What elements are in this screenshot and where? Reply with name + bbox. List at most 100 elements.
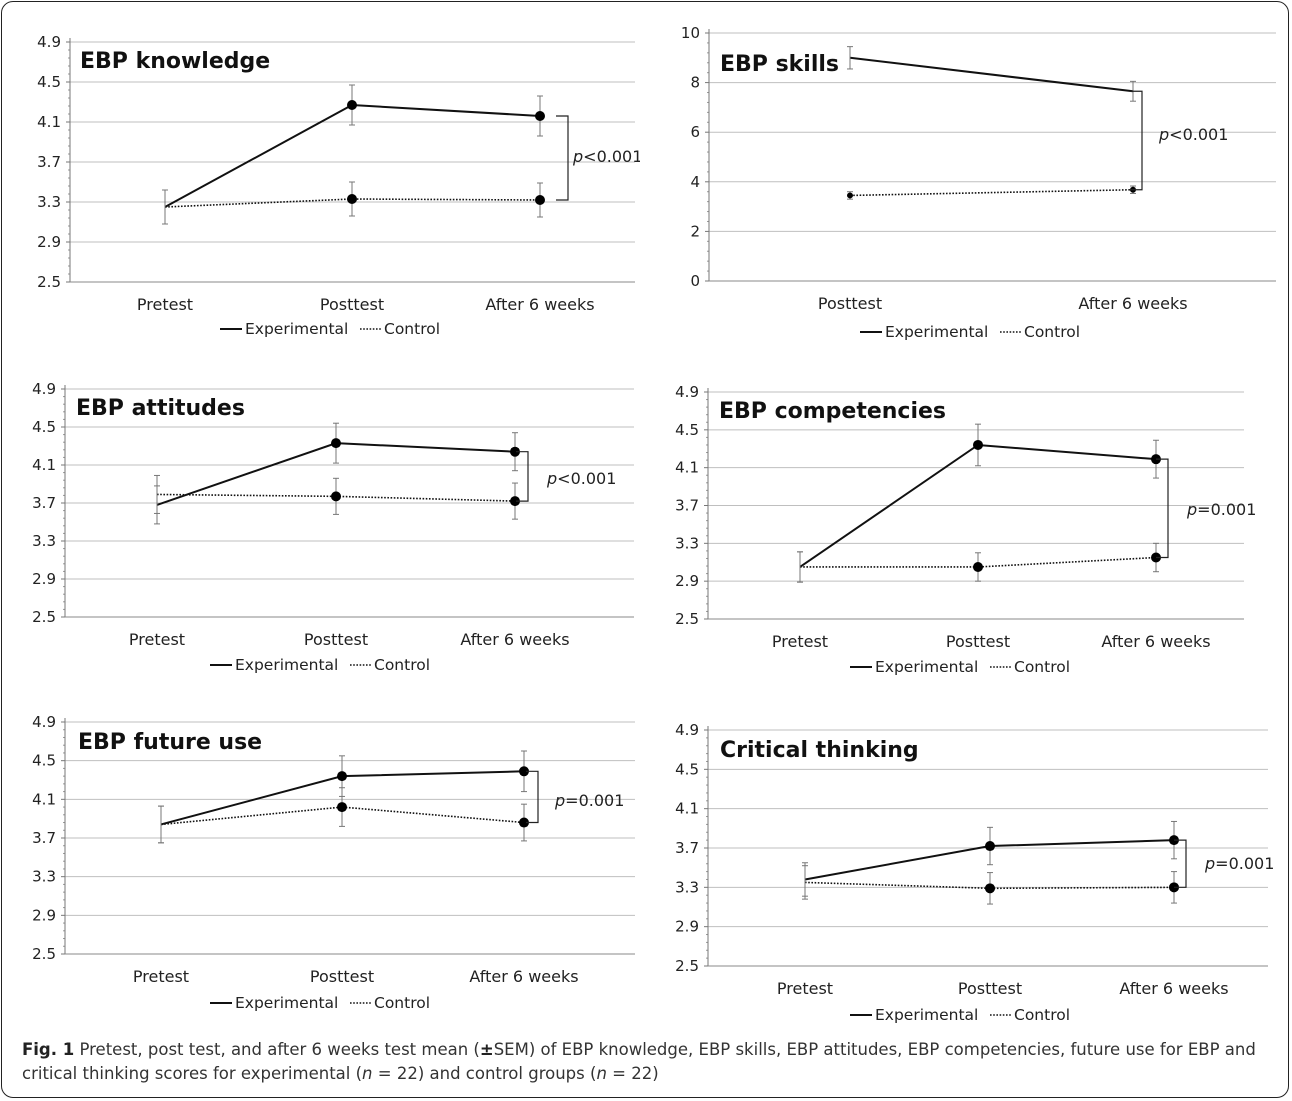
x-tick-label: Pretest — [777, 979, 833, 998]
y-tick-label: 4.9 — [37, 33, 61, 51]
x-tick-label: Posttest — [320, 295, 384, 314]
legend: Experimental Control — [850, 1006, 1070, 1024]
p-value: =0.001 — [1215, 854, 1274, 873]
caption-text-1: Pretest, post test, and after 6 weeks te… — [74, 1040, 480, 1059]
y-tick-label: 3.7 — [32, 494, 56, 512]
x-tick-label: Posttest — [304, 630, 368, 649]
y-tick-label: 0 — [690, 272, 700, 290]
series-line-control — [156, 493, 516, 502]
y-tick-label: 8 — [690, 74, 700, 92]
y-tick-label: 4.5 — [32, 752, 56, 770]
y-tick-label: 2.5 — [675, 610, 699, 628]
y-tick-label: 4.5 — [32, 418, 56, 436]
x-tick-label: After 6 weeks — [469, 967, 578, 986]
y-tick-label: 2.9 — [37, 233, 61, 251]
x-tick-label: Posttest — [310, 967, 374, 986]
data-point — [519, 766, 529, 777]
x-tick-label: After 6 weeks — [1078, 294, 1187, 313]
data-point — [331, 438, 341, 449]
y-tick-label: 4.9 — [675, 383, 699, 401]
data-point — [331, 491, 341, 502]
data-point — [347, 194, 357, 204]
legend: Experimental Control — [850, 658, 1070, 676]
data-point — [337, 771, 347, 782]
p-value-annotation: p=0.001 — [554, 791, 624, 810]
legend-label-experimental: Experimental — [875, 1006, 978, 1024]
y-tick-label: 4.5 — [37, 73, 61, 91]
y-tick-label: 4.1 — [32, 456, 56, 474]
data-point — [510, 496, 520, 507]
series-line-control — [849, 188, 1134, 197]
y-tick-label: 3.7 — [675, 839, 699, 857]
legend-label-control: Control — [1014, 658, 1070, 676]
p-value-annotation: p<0.001 — [1158, 125, 1228, 144]
legend: Experimental Control — [220, 320, 440, 338]
data-point — [973, 439, 983, 450]
y-tick-label: 2.9 — [675, 572, 699, 590]
x-tick-label: Pretest — [129, 630, 185, 649]
y-tick-label: 3.3 — [675, 878, 699, 896]
chart-svg: 0 2 4 6 8 10 Posttest After 6 weeks EBP skills p<… — [681, 24, 1276, 341]
chart-panel-2: 0 2 4 6 8 10 Posttest After 6 weeks EBP skills p<… — [660, 10, 1280, 359]
significance-bracket — [1156, 458, 1169, 559]
x-tick-label: After 6 weeks — [460, 630, 569, 649]
y-tick-label: 3.3 — [32, 532, 56, 550]
p-value-annotation: p<0.001 — [572, 147, 640, 166]
x-tick-label: Pretest — [137, 295, 193, 314]
y-tick-label: 3.7 — [675, 497, 699, 515]
y-tick-label: 4.9 — [32, 713, 56, 731]
significance-bracket — [516, 451, 529, 502]
chart-title: EBP knowledge — [80, 49, 270, 74]
chart-svg: 2.5 2.9 3.3 3.7 4.1 4.5 4.9 Pretest Posttest Afte… — [37, 33, 642, 338]
x-tick-label: Pretest — [133, 967, 189, 986]
chart-title: EBP competencies — [719, 399, 946, 424]
x-tick-label: After 6 weeks — [485, 295, 594, 314]
p-symbol: p — [572, 147, 583, 166]
data-point — [510, 446, 520, 457]
series-line-control — [804, 881, 1175, 890]
p-value: =0.001 — [565, 791, 624, 810]
legend-label-experimental: Experimental — [235, 656, 338, 674]
data-point — [973, 561, 983, 572]
legend-label-experimental: Experimental — [885, 323, 988, 341]
data-point — [535, 111, 545, 121]
y-tick-label: 10 — [681, 24, 700, 42]
chart-svg: 2.5 2.9 3.3 3.7 4.1 4.5 4.9 Pretest Posttest Afte… — [32, 713, 635, 1012]
y-tick-label: 3.3 — [675, 534, 699, 552]
y-tick-label: 3.3 — [37, 193, 61, 211]
caption-n-experimental: n — [362, 1064, 373, 1083]
p-value: <0.001 — [557, 469, 616, 488]
data-point — [519, 817, 529, 828]
legend: Experimental Control — [860, 323, 1080, 341]
p-symbol: p — [546, 469, 557, 488]
legend-label-control: Control — [1024, 323, 1080, 341]
y-tick-label: 2.9 — [32, 906, 56, 924]
p-value-annotation: p<0.001 — [546, 469, 616, 488]
p-value: <0.001 — [583, 147, 640, 166]
y-tick-label: 2.5 — [37, 273, 61, 291]
p-symbol: p — [1204, 854, 1215, 873]
p-symbol: p — [1186, 500, 1197, 519]
y-tick-label: 2.5 — [675, 957, 699, 975]
x-tick-label: After 6 weeks — [1119, 979, 1228, 998]
y-tick-label: 4.1 — [37, 113, 61, 131]
y-tick-label: 2.5 — [32, 945, 56, 963]
significance-bracket — [1174, 839, 1187, 888]
p-symbol: p — [1158, 125, 1169, 144]
p-value-annotation: p=0.001 — [1186, 500, 1256, 519]
y-tick-label: 6 — [690, 123, 700, 141]
p-value: <0.001 — [1169, 125, 1228, 144]
y-tick-label: 2 — [690, 222, 700, 240]
y-tick-label: 4.5 — [675, 421, 699, 439]
caption-text-4: = 22) — [606, 1064, 659, 1083]
legend-label-control: Control — [1014, 1006, 1070, 1024]
y-tick-label: 4.1 — [32, 790, 56, 808]
chart-svg: 2.5 2.9 3.3 3.7 4.1 4.5 4.9 Pretest Posttest Afte… — [675, 721, 1274, 1024]
caption-n-control: n — [596, 1064, 607, 1083]
caption-text-2: SEM) of EBP knowledge, EBP skills, EBP a… — [22, 1040, 1256, 1083]
y-tick-label: 3.3 — [32, 868, 56, 886]
data-point — [347, 100, 357, 110]
y-tick-label: 4.1 — [675, 800, 699, 818]
y-tick-label: 2.9 — [675, 918, 699, 936]
